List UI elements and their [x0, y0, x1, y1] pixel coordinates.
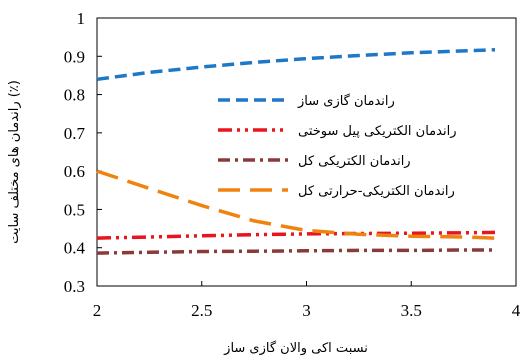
series-line-fuel-cell-electrical: [96, 230, 496, 240]
y-tick-label: 0.6: [64, 162, 85, 181]
legend-label-total-electrical: راندمان الکتریکی کل: [298, 154, 411, 169]
series-line-gasifier: [96, 48, 496, 82]
y-tick-label: 1: [77, 9, 86, 28]
x-tick-label: 2.5: [191, 301, 212, 320]
legend-label-total-chp: راندمان الکتریکی-حرارتی کل: [298, 184, 455, 199]
x-tick-label: 2: [93, 301, 102, 320]
x-tick-label: 3.5: [401, 301, 422, 320]
series-line-total-electrical: [96, 248, 495, 255]
series-group: [96, 48, 496, 255]
y-tick-label: 0.9: [64, 47, 85, 66]
y-axis-title: راندمان های مختلف سایت (٪): [7, 80, 22, 244]
x-axis-title: نسبت اکی والان گازی ساز: [223, 340, 368, 356]
y-tick-label: 0.3: [64, 277, 85, 296]
axes: 0.3 0.4 0.5 0.6 0.7 0.8 0.9 1 2 2.5 3 3.5 4: [64, 9, 521, 320]
x-tick-label: 4: [512, 301, 521, 320]
y-tick-label: 0.5: [64, 200, 85, 219]
plot-frame: [96, 17, 517, 287]
y-tick-label: 0.7: [64, 124, 86, 143]
legend: راندمان گازی ساز راندمان الکتریکی پیل سوخ…: [218, 93, 456, 199]
y-tick-label: 0.8: [64, 86, 85, 105]
y-tick-label: 0.4: [64, 239, 86, 258]
legend-label-gasifier: راندمان گازی ساز: [297, 93, 395, 109]
legend-label-fuel-cell-electrical: راندمان الکتریکی پیل سوختی: [298, 124, 456, 139]
x-tick-label: 3: [302, 301, 311, 320]
series-line-total-chp: [96, 169, 496, 240]
